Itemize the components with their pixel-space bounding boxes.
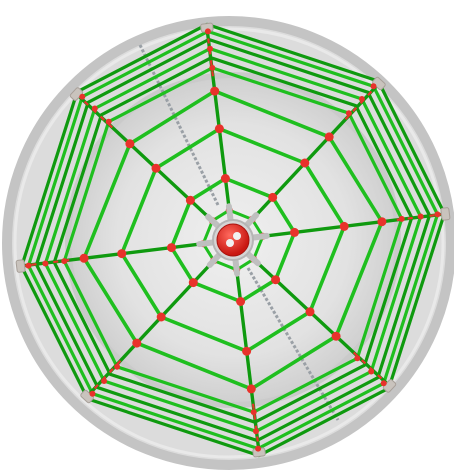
- connector-8-2: [185, 195, 195, 205]
- band-connector-8-5: [79, 93, 86, 100]
- band-connector-4-5: [380, 380, 387, 387]
- connector-3-2: [290, 227, 299, 237]
- chain-2: [246, 267, 340, 421]
- connector-4-2: [271, 275, 281, 285]
- band-connector-4-3: [368, 368, 375, 375]
- spoke-sleeve-5: [252, 403, 261, 452]
- band-connector-2-3: [358, 96, 365, 102]
- connector-7-2: [167, 243, 176, 253]
- band-connector-5-3: [253, 428, 259, 435]
- hub-center: [216, 223, 250, 257]
- band-connector-3-3: [417, 213, 424, 220]
- connector-1-4: [210, 86, 220, 96]
- connector-6-3: [156, 312, 166, 322]
- connector-2-2: [268, 192, 278, 202]
- band-connector-8-3: [91, 105, 98, 112]
- band-connector-3-5: [434, 211, 441, 218]
- band-connector-2-5: [370, 83, 377, 90]
- edge-clamp-7: [15, 259, 26, 273]
- band-connector-2-1: [345, 110, 352, 117]
- band-connector-3-1: [398, 215, 405, 222]
- connector-2-3: [300, 158, 310, 168]
- spoke-1: [205, 24, 233, 220]
- connector-4-4: [331, 331, 341, 341]
- band-connector-8-1: [105, 118, 112, 125]
- spoke-3: [253, 212, 449, 240]
- band-connector-5-5: [255, 445, 262, 452]
- band-connector-6-3: [101, 378, 108, 384]
- outer-frame-inner-edge: [13, 27, 445, 459]
- connector-7-4: [79, 253, 89, 263]
- connector-1-2: [220, 174, 230, 183]
- band-connector-1-3: [207, 45, 213, 52]
- hub-bolt-1: [226, 239, 234, 247]
- connector-3-3: [339, 221, 349, 231]
- spoke-5: [233, 260, 261, 456]
- connector-8-3: [151, 163, 161, 173]
- chains: [138, 44, 340, 421]
- connector-1-3: [214, 124, 224, 134]
- spoke-sleeve-1: [205, 28, 214, 77]
- hub-bolt-2: [233, 232, 241, 240]
- connector-5-2: [236, 297, 246, 306]
- central-hub: [196, 203, 270, 277]
- connector-3-4: [377, 217, 387, 227]
- connector-5-4: [246, 384, 256, 394]
- band-connector-7-3: [42, 260, 49, 267]
- band-connector-6-1: [114, 363, 121, 370]
- connector-4-3: [305, 307, 315, 317]
- connector-8-4: [125, 139, 135, 149]
- band-connector-7-5: [25, 262, 32, 269]
- band-connector-6-5: [89, 390, 96, 397]
- band-connector-4-1: [354, 355, 361, 362]
- band-connector-5-1: [250, 409, 257, 416]
- band-connector-1-1: [209, 64, 216, 71]
- band-connector-7-1: [61, 258, 68, 265]
- edge-clamp-3: [440, 207, 451, 221]
- spoke-7: [17, 240, 213, 268]
- connector-6-4: [132, 338, 142, 348]
- connector-5-3: [242, 346, 252, 356]
- connector-6-2: [188, 278, 198, 288]
- connector-7-3: [117, 249, 127, 259]
- band-connector-1-5: [204, 28, 211, 35]
- connector-2-4: [324, 132, 334, 142]
